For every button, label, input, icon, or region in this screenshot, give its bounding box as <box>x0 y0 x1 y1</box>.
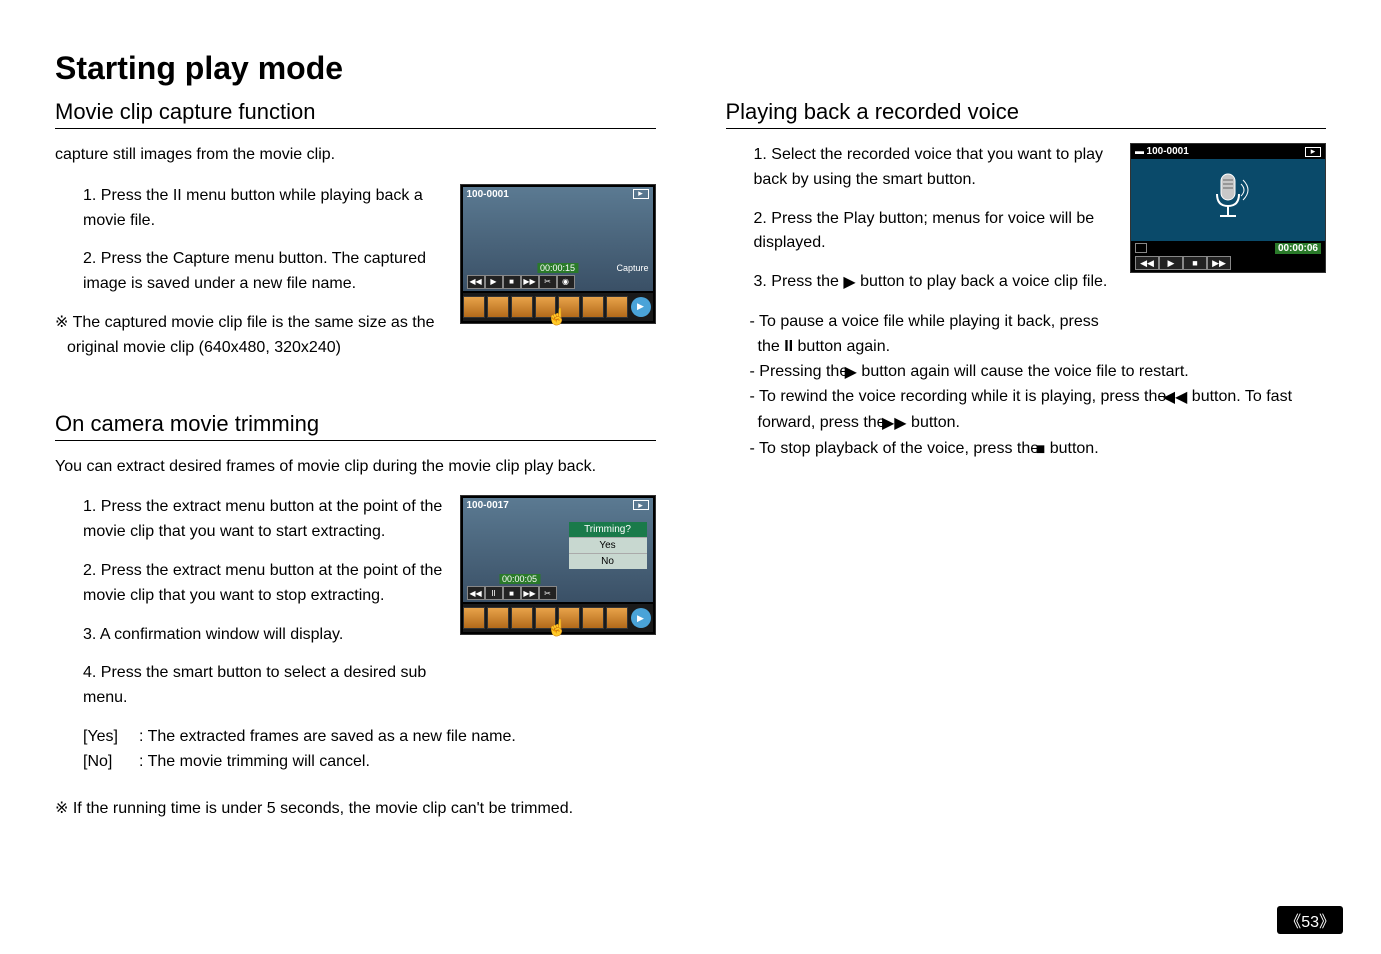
voice-step-2: 2. Press the Play button; menus for voic… <box>726 207 1119 257</box>
trim-no-def: [No] : The movie trimming will cancel. <box>55 750 656 775</box>
hand-icon: ☝ <box>547 307 567 327</box>
capture-intro: capture still images from the movie clip… <box>55 143 656 168</box>
voice-sub-2b: button again will cause the voice file t… <box>857 363 1189 380</box>
hand-icon: ☝ <box>547 618 567 638</box>
voice-step-3a: 3. Press the <box>754 273 844 290</box>
trim-fig-controls: ◀◀ II ■ ▶▶ ✂ <box>467 586 557 600</box>
capture-fig-touch: ☝ ▶ <box>463 293 653 321</box>
voice-sub-4b: button. <box>1045 440 1098 457</box>
play-icon: ▶ <box>843 271 855 296</box>
voice-sub-2: - Pressing the ▶ button again will cause… <box>726 360 1327 386</box>
stop-icon: ■ <box>1183 256 1207 270</box>
voice-sub-3c: button. <box>907 414 960 431</box>
playback-icon: ▸ <box>633 189 649 199</box>
trim-note: ※ If the running time is under 5 seconds… <box>55 797 656 822</box>
voice-fig-filename: 100-0001 <box>1147 146 1189 157</box>
heading-trimming: On camera movie trimming <box>55 411 656 441</box>
scissors-icon: ✂ <box>539 275 557 289</box>
trim-fig-time: 00:00:05 <box>499 574 540 584</box>
voice-fig-controls: ◀◀ ▶ ■ ▶▶ <box>1135 256 1321 270</box>
page-title: Starting play mode <box>55 50 1326 87</box>
trim-yes-def: [Yes] : The extracted frames are saved a… <box>55 725 656 750</box>
trim-menu-no: No <box>569 553 647 569</box>
voice-row: 1. Select the recorded voice that you wa… <box>726 143 1327 360</box>
voice-step-3b: button to play back a voice clip file. <box>856 273 1108 290</box>
capture-fig-label: Capture <box>616 263 648 273</box>
rewind-icon: ◀◀ <box>1135 256 1159 270</box>
voice-step-3: 3. Press the ▶ button to play back a voi… <box>726 270 1119 296</box>
trim-no-val: : The movie trimming will cancel. <box>139 750 370 775</box>
trim-no-key: [No] <box>83 750 139 775</box>
rewind-icon: ◀◀ <box>467 586 485 600</box>
trim-yes-val: : The extracted frames are saved as a ne… <box>139 725 516 750</box>
trim-fig-filename: 100-0017 <box>467 500 509 511</box>
voice-sub-3: - To rewind the voice recording while it… <box>726 385 1327 437</box>
right-column: Playing back a recorded voice 1. Select … <box>726 99 1327 829</box>
voice-sub-3a: - To rewind the voice recording while it… <box>750 388 1171 405</box>
capture-fig-filename: 100-0001 <box>467 189 509 200</box>
play-circle-icon: ▶ <box>631 297 651 317</box>
trim-menu-title: Trimming? <box>569 522 647 537</box>
scissors-icon: ✂ <box>539 586 557 600</box>
voice-sub-4: - To stop playback of the voice, press t… <box>726 437 1327 463</box>
capture-row: 1. Press the II menu button while playin… <box>55 184 656 369</box>
trim-menu-yes: Yes <box>569 537 647 553</box>
trim-menu: Trimming? Yes No <box>569 522 647 569</box>
camera-icon: ◉ <box>557 275 575 289</box>
content-columns: Movie clip capture function capture stil… <box>55 99 1326 829</box>
trim-step-1: 1. Press the extract menu button at the … <box>55 495 448 545</box>
rewind-icon: ◀◀ <box>467 275 485 289</box>
capture-note: ※ The captured movie clip file is the sa… <box>55 311 448 361</box>
playback-icon: ▸ <box>1305 147 1321 157</box>
stop-icon: ■ <box>503 275 521 289</box>
capture-fig-time: 00:00:15 <box>537 263 578 273</box>
capture-fig-controls: ◀◀ ▶ ■ ▶▶ ✂ ◉ <box>467 275 575 289</box>
left-column: Movie clip capture function capture stil… <box>55 99 656 829</box>
ff-icon: ▶▶ <box>521 586 539 600</box>
play-circle-icon: ▶ <box>631 608 651 628</box>
voice-sub-4a: - To stop playback of the voice, press t… <box>750 440 1044 457</box>
capture-figure: 100-0001 ▸ 00:00:15 Capture ◀◀ ▶ ■ ▶▶ ✂ … <box>460 184 656 369</box>
trim-figure: 100-0017 ▸ Trimming? Yes No 00:00:05 ◀◀ … <box>460 495 656 725</box>
ff-icon: ▶▶ <box>890 412 907 437</box>
trim-step-4: 4. Press the smart button to select a de… <box>55 661 448 711</box>
voice-sub-2a: - Pressing the <box>750 363 853 380</box>
play-icon: ▶ <box>1159 256 1183 270</box>
play-icon: ▶ <box>485 275 503 289</box>
capture-step-1: 1. Press the II menu button while playin… <box>55 184 448 234</box>
heading-movie-capture: Movie clip capture function <box>55 99 656 129</box>
stop-icon: ■ <box>503 586 521 600</box>
voice-fig-time: 00:00:06 <box>1275 243 1321 254</box>
voice-figure: ▬ 100-0001 ▸ <box>1130 143 1326 360</box>
trim-yes-key: [Yes] <box>83 725 139 750</box>
voice-sub-1c: button again. <box>793 338 890 355</box>
stop-icon <box>1135 243 1147 253</box>
voice-fig-bar: ▬ 100-0001 <box>1135 146 1189 157</box>
pause-icon: II <box>485 586 503 600</box>
voice-sub-1: - To pause a voice file while playing it… <box>726 310 1119 360</box>
microphone-icon <box>1203 170 1253 230</box>
playback-icon: ▸ <box>633 500 649 510</box>
rewind-icon: ◀◀ <box>1171 386 1188 411</box>
trim-row: 1. Press the extract menu button at the … <box>55 495 656 725</box>
trim-intro: You can extract desired frames of movie … <box>55 455 656 480</box>
pause-icon: II <box>784 338 793 355</box>
ff-icon: ▶▶ <box>521 275 539 289</box>
trim-step-2: 2. Press the extract menu button at the … <box>55 559 448 609</box>
voice-step-1: 1. Select the recorded voice that you wa… <box>726 143 1119 193</box>
trim-fig-touch: ☝ ▶ <box>463 604 653 632</box>
trim-step-3: 3. A confirmation window will display. <box>55 623 448 648</box>
heading-voice-playback: Playing back a recorded voice <box>726 99 1327 129</box>
capture-step-2: 2. Press the Capture menu button. The ca… <box>55 247 448 297</box>
page-number: 《53》 <box>1277 906 1343 934</box>
ff-icon: ▶▶ <box>1207 256 1231 270</box>
